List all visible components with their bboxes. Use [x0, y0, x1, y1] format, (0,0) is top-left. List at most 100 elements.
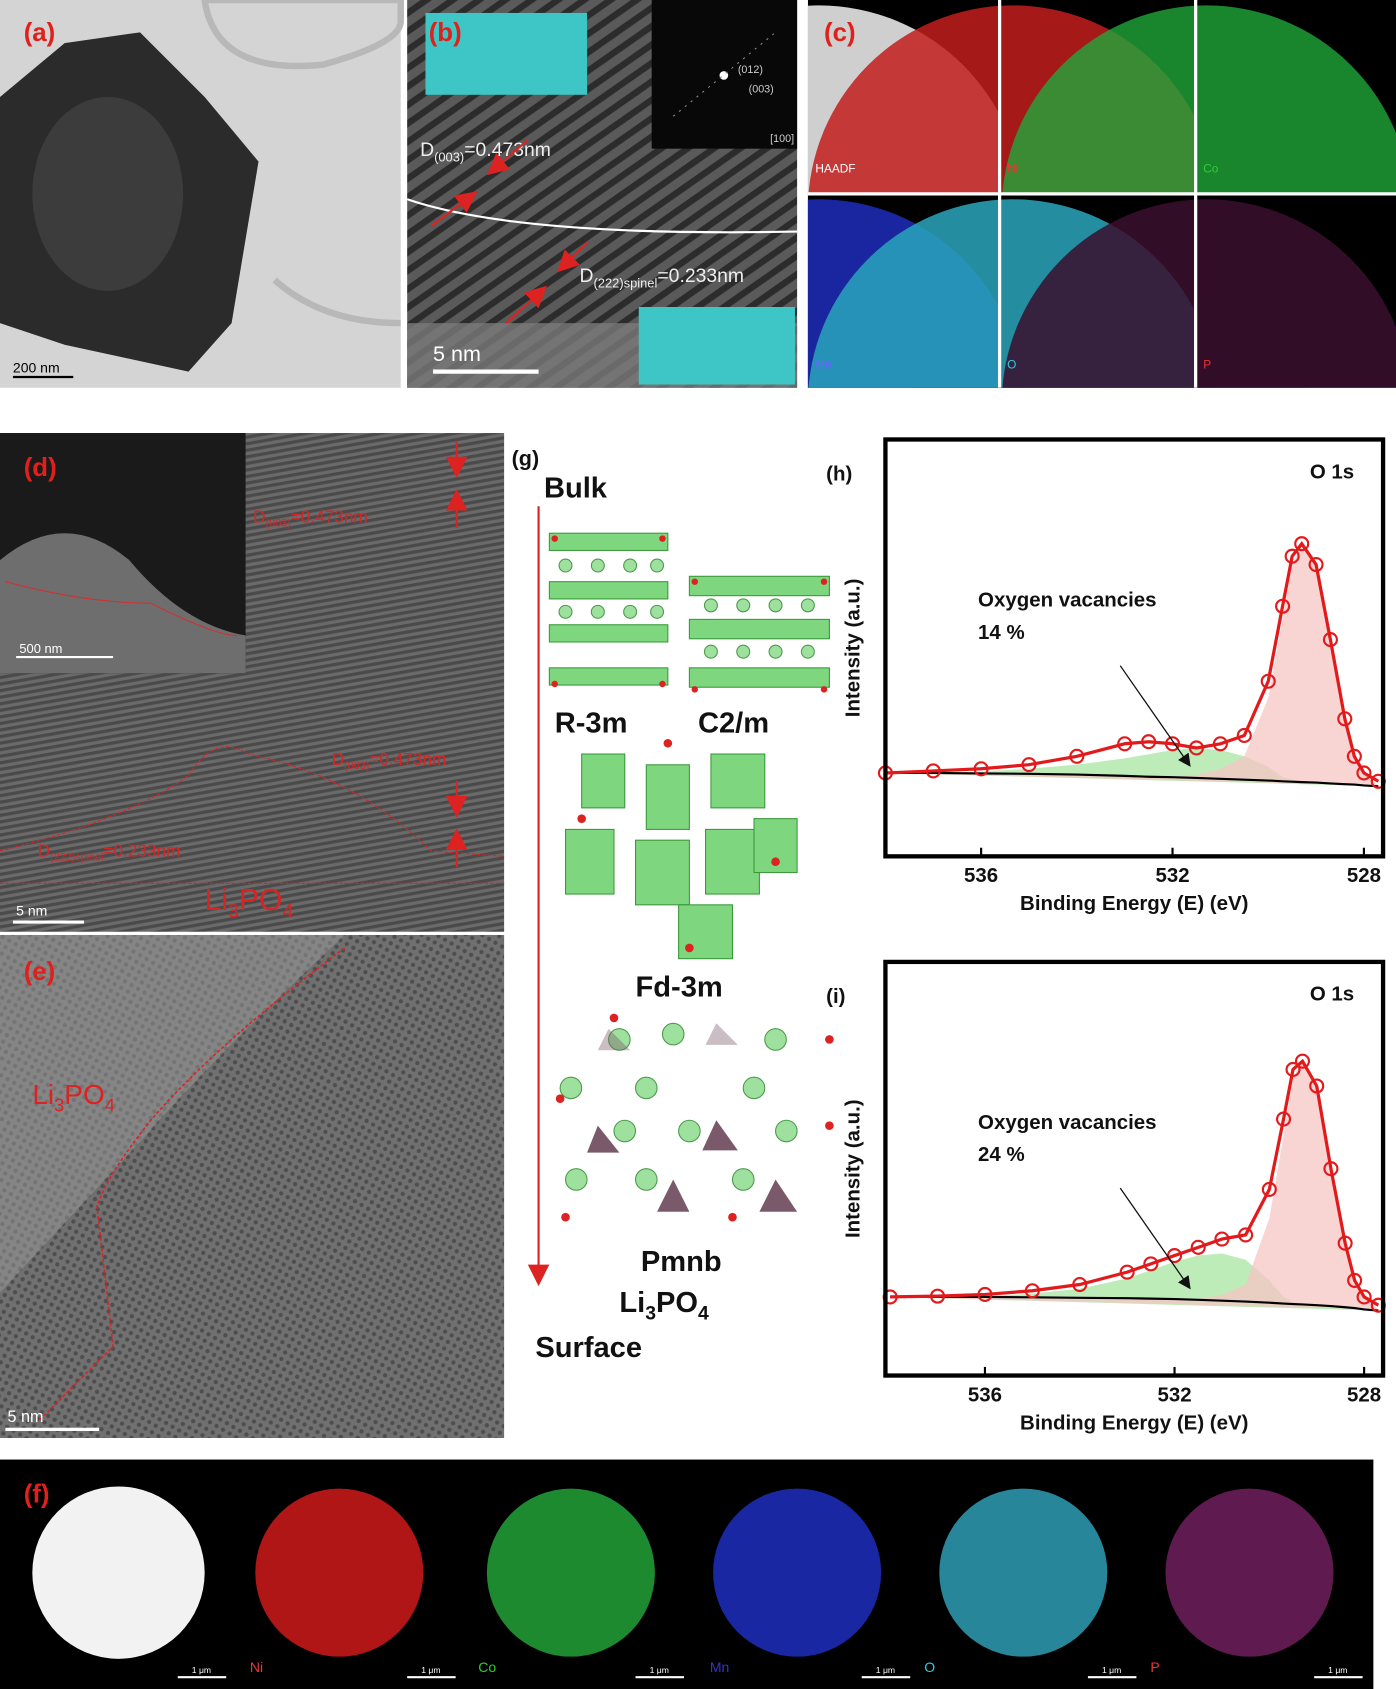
data-point	[1164, 736, 1181, 752]
data-point	[1337, 1235, 1353, 1251]
annotation: 24 %	[978, 1143, 1025, 1166]
plot-frame	[883, 437, 1386, 859]
data-point	[925, 763, 941, 779]
phase-label: Li3PO4	[205, 884, 294, 923]
map-label: Mn	[710, 1659, 729, 1675]
data-point	[1024, 1283, 1040, 1299]
data-point	[1337, 711, 1353, 727]
panel-label: (f)	[24, 1481, 50, 1509]
data-point	[1143, 1256, 1159, 1272]
scale-bar: 1 μm	[192, 1665, 211, 1675]
data-point	[1021, 757, 1037, 773]
plot-frame	[883, 959, 1386, 1378]
panel-label: (a)	[24, 19, 56, 47]
data-point	[1188, 740, 1204, 756]
spacing-label: D(222)spinel=0.233nm	[580, 265, 745, 290]
zone-axis: [100]	[770, 133, 794, 145]
scale-bar: 1 μm	[1328, 1665, 1347, 1675]
spacing-label: D(003)=0.473nm	[253, 506, 368, 529]
spacing-label: D(003)=0.473nm	[420, 139, 551, 164]
data-point	[973, 761, 989, 777]
spacing-label: D(222)spinel=0.233nm	[38, 840, 181, 863]
map-label: Ni	[250, 1659, 263, 1675]
data-point	[1356, 765, 1372, 781]
structure-label: Surface	[535, 1332, 642, 1364]
annotation-arrow	[1119, 1187, 1191, 1290]
scale-bar: 5 nm	[433, 342, 481, 366]
annotation-arrow	[1119, 665, 1191, 767]
data-point	[1072, 1277, 1088, 1293]
y-axis-label: Intensity (a.u.)	[842, 1099, 865, 1238]
x-axis-label: Binding Energy (E) (eV)	[1020, 892, 1248, 915]
fit-line	[885, 771, 1379, 788]
data-point	[1261, 1181, 1277, 1197]
panel-b: (b) (012) (003) [100] D(003)=0.473nm D(2…	[406, 0, 798, 388]
x-tick-label: 536	[964, 864, 998, 887]
scale-bar: 500 nm	[19, 641, 62, 656]
scale-bar: 1 μm	[1102, 1665, 1121, 1675]
data-point	[1284, 548, 1300, 564]
map-label: Co	[1203, 161, 1219, 175]
data-point	[1069, 748, 1085, 764]
map-label: Co	[478, 1659, 496, 1675]
phase-label: Li3PO4	[32, 1079, 115, 1116]
data-point	[1346, 748, 1362, 764]
data-point	[1117, 736, 1133, 752]
panel-g: (g) Bulk R-3m C2/m Fd-3m Pmnb Li3PO4 Sur…	[512, 446, 834, 1364]
scale-bar: 1 μm	[650, 1665, 669, 1675]
y-axis-label: Intensity (a.u.)	[842, 579, 865, 718]
x-tick-label: 536	[968, 1383, 1002, 1406]
panel-label: (i)	[826, 985, 845, 1008]
x-axis-label: Binding Energy (E) (eV)	[1020, 1411, 1248, 1434]
component-area	[885, 543, 1379, 786]
data-point	[977, 1286, 993, 1303]
data-point	[1214, 1231, 1230, 1247]
annotation: Oxygen vacancies	[978, 588, 1157, 611]
data-point	[1275, 598, 1291, 614]
data-point	[1260, 673, 1276, 689]
panel-e: (e) Li3PO4 5 nm	[0, 934, 505, 1439]
structure-label: Pmnb	[641, 1246, 722, 1278]
map-label: P	[1150, 1659, 1159, 1675]
structure-label: Fd-3m	[636, 971, 723, 1003]
x-tick-label: 528	[1347, 1383, 1381, 1406]
fft-spot: (012)	[738, 64, 763, 76]
legend-entry: O 1s	[1310, 460, 1354, 483]
panel-label: (c)	[824, 19, 856, 47]
structure-label: Bulk	[544, 473, 608, 505]
panel-label: (d)	[24, 454, 57, 482]
scale-bar: 200 nm	[13, 360, 60, 376]
data-point	[1356, 1289, 1372, 1305]
fit-line	[885, 541, 1380, 783]
data-point	[1308, 557, 1324, 573]
data-point	[1238, 1227, 1254, 1243]
data-point	[1166, 1248, 1183, 1264]
map-label: Ni	[1007, 161, 1018, 175]
data-point	[1141, 734, 1157, 750]
map-label: Mn	[815, 357, 831, 371]
fit-line	[890, 1295, 1379, 1312]
panel-d: 500 nm (d) D(003)=0.473nm D(003)=0.473nm…	[0, 433, 505, 932]
spacing-label: D(003)=0.473nm	[332, 749, 447, 772]
fft-spot: (003)	[749, 84, 774, 96]
data-point	[1276, 1111, 1292, 1127]
data-point	[1285, 1061, 1301, 1077]
data-point	[1236, 727, 1252, 743]
data-point	[930, 1288, 946, 1304]
panel-label: (b)	[429, 19, 462, 47]
data-point	[1322, 632, 1338, 648]
data-point	[1323, 1161, 1339, 1177]
scale-bar: 1 μm	[876, 1665, 895, 1675]
fit-line	[890, 1058, 1380, 1307]
data-point	[1212, 736, 1228, 752]
panel-c	[807, 0, 1396, 388]
scale-bar: 5 nm	[16, 903, 47, 919]
scale-bar: 1 μm	[421, 1665, 440, 1675]
panel-a: (a) 200 nm	[0, 0, 404, 388]
map-label: HAADF	[815, 161, 855, 175]
x-tick-label: 532	[1157, 1383, 1191, 1406]
structure-label: R-3m	[555, 707, 628, 739]
annotation: 14 %	[978, 621, 1025, 644]
component-area	[890, 1061, 1379, 1310]
